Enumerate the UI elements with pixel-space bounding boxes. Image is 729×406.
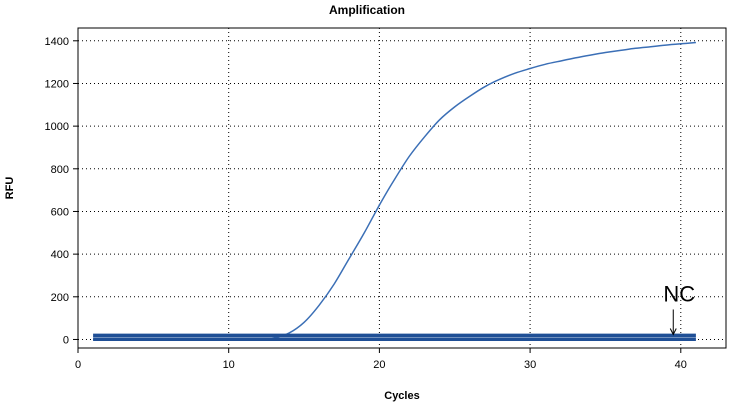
x-ticks: 0 10 20 30 40 [75, 348, 687, 371]
y-tick-label: 0 [63, 334, 69, 346]
x-tick-label: 30 [524, 359, 536, 371]
x-axis-label: Cycles [384, 390, 419, 402]
x-tick-label: 0 [75, 359, 81, 371]
annotations: NC [663, 281, 695, 336]
x-tick-label: 10 [223, 359, 235, 371]
nc-arrow-head [669, 328, 677, 336]
y-tick-label: 1000 [45, 121, 69, 133]
series [93, 41, 696, 341]
y-tick-label: 800 [51, 164, 69, 176]
chart-title: Amplification [329, 3, 405, 17]
y-tick-label: 400 [51, 249, 69, 261]
y-ticks: 0 200 400 600 800 1000 1200 1400 [45, 36, 78, 346]
x-tick-label: 40 [675, 359, 687, 371]
x-tick-label: 20 [373, 359, 385, 371]
y-tick-label: 600 [51, 206, 69, 218]
nc-annotation-label: NC [663, 281, 695, 306]
amplification-curve [93, 41, 696, 341]
y-tick-label: 1200 [45, 78, 69, 90]
y-tick-label: 1400 [45, 36, 69, 48]
y-tick-label: 200 [51, 292, 69, 304]
y-axis-label: RFU [4, 177, 16, 200]
plot-area [77, 27, 727, 349]
grid [78, 28, 726, 348]
